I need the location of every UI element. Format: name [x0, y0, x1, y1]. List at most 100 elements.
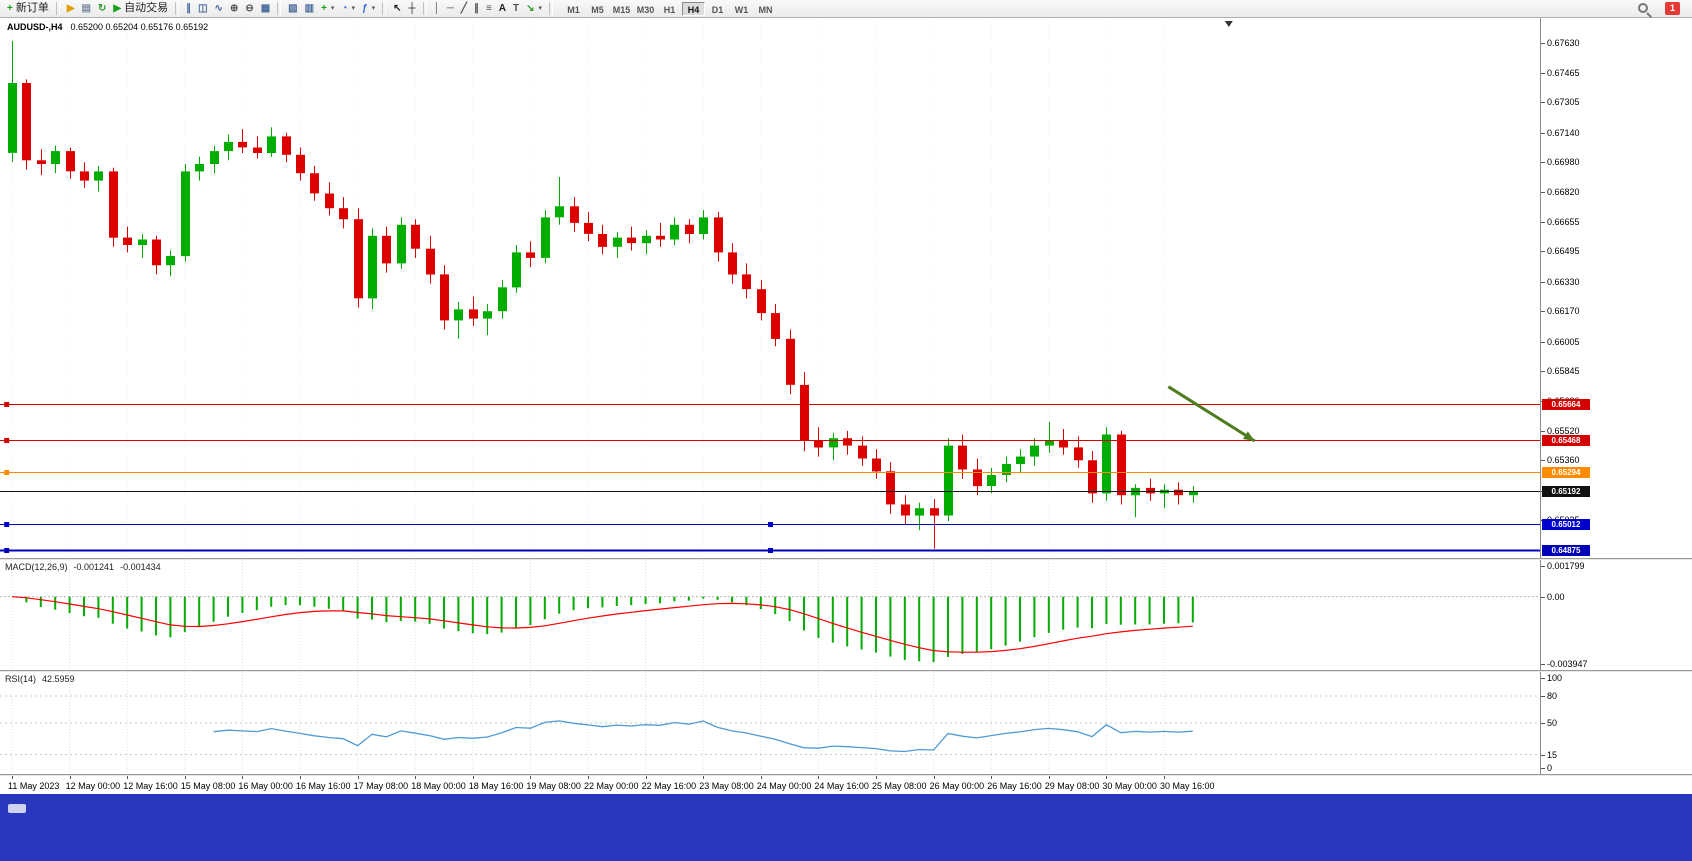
dropdown-arrow-icon: ▾	[538, 5, 543, 12]
time-axis-label: 25 May 08:00	[872, 781, 927, 791]
timeframe-W1[interactable]: W1	[734, 4, 749, 15]
rsi-canvas[interactable]	[0, 672, 1540, 774]
timeframe-H1[interactable]: H1	[663, 4, 676, 15]
macd-axis[interactable]: 0.001799 0.00 -0.003947	[1540, 560, 1692, 670]
line-handle[interactable]	[4, 548, 10, 553]
vertical-line-tool-icon[interactable]: │	[431, 1, 443, 16]
search-icon[interactable]	[1637, 2, 1651, 16]
horizontal-line-tool-icon[interactable]: ─	[444, 1, 457, 16]
line-handle[interactable]	[4, 522, 10, 527]
panel-divider[interactable]	[0, 558, 1692, 560]
chart-shift-icon[interactable]: ▥	[302, 1, 317, 16]
zoom-in-icon[interactable]: ⊕	[227, 1, 241, 16]
macd-canvas[interactable]	[0, 560, 1540, 670]
time-axis[interactable]: 11 May 2023 12 May 00:00 12 May 16:00 15 Ma…	[0, 776, 1540, 794]
channel-tool-icon[interactable]: ∥	[471, 1, 482, 16]
price-axis-label: 0.66820	[1547, 186, 1580, 197]
time-tick	[760, 776, 762, 779]
tile-windows-icon[interactable]: ▦	[258, 1, 273, 16]
line-chart-icon[interactable]: ∿	[212, 1, 226, 16]
macd-signal-line	[11, 596, 1193, 653]
bar-chart-icon[interactable]: ∥	[183, 1, 194, 16]
timeframe-clock-icon[interactable]: ◔ ▾	[338, 1, 358, 16]
vertical-line-tool-icon-glyph: │	[433, 2, 440, 14]
auto-trading-button[interactable]: ▶ 自动交易	[110, 1, 171, 16]
chart-shift-icon-glyph: ▥	[304, 2, 315, 14]
rsi-axis[interactable]: 100 80 50 15 0	[1540, 672, 1692, 774]
price-axis[interactable]: 0.67630 0.67465 0.67305 0.67140 0.66980 0.668…	[1540, 18, 1692, 558]
panel-divider[interactable]	[0, 774, 1692, 776]
timeframe-M30[interactable]: M30	[636, 4, 655, 15]
mailbox-icon-glyph: ▤	[81, 2, 91, 14]
horizontal-line-tool-icon-glyph: ─	[446, 2, 454, 14]
time-axis-label: 19 May 08:00	[526, 781, 581, 791]
candlestick-chart-icon-glyph: ◫	[198, 2, 208, 14]
rsi-tick	[1541, 723, 1545, 724]
label-tool-icon[interactable]: T	[510, 1, 522, 16]
toolbar-separator	[382, 2, 387, 15]
trendline-tool-icon[interactable]: ╱	[458, 1, 470, 16]
line-handle[interactable]	[4, 470, 10, 475]
time-axis-label: 26 May 00:00	[929, 781, 985, 791]
arrows-tool-icon[interactable]: ↘ ▾	[523, 1, 545, 16]
time-axis-label: 26 May 16:00	[987, 781, 1042, 791]
zoom-out-icon-glyph: ⊖	[245, 2, 254, 14]
notification-badge[interactable]: 1	[1665, 2, 1680, 15]
macd-value-2: -0.001434	[120, 562, 161, 572]
time-tick	[300, 776, 301, 779]
alert-horn-icon[interactable]: ▶	[64, 1, 78, 16]
dropdown-arrow-icon: ▾	[371, 5, 376, 12]
macd-tick	[1541, 664, 1545, 665]
new-chart-icon[interactable]: + ▾	[318, 1, 337, 16]
line-handle[interactable]	[768, 548, 773, 553]
arrow-annotation[interactable]	[1167, 385, 1257, 445]
channel-tool-icon-glyph: ∥	[473, 2, 479, 14]
rsi-name: RSI(14)	[5, 674, 37, 684]
line-handle[interactable]	[4, 438, 10, 443]
candlestick-chart-icon[interactable]: ◫	[195, 1, 210, 16]
time-tick	[1048, 776, 1050, 779]
time-tick	[588, 776, 589, 779]
time-axis-label: 15 May 08:00	[180, 781, 236, 791]
fibonacci-tool-icon[interactable]: ≡	[483, 1, 495, 16]
arrows-tool-icon-glyph: ↘	[526, 2, 535, 14]
charts-grid-icon[interactable]: ▧	[285, 1, 300, 16]
mailbox-icon[interactable]: ▤	[79, 1, 94, 16]
taskbar	[0, 794, 1692, 861]
price-tick	[1541, 311, 1545, 313]
crosshair-icon[interactable]: ┼	[405, 1, 418, 16]
line-handle[interactable]	[768, 522, 773, 527]
timeframe-M1[interactable]: M1	[567, 4, 580, 15]
zoom-out-icon[interactable]: ⊖	[242, 1, 256, 16]
timeframe-H4[interactable]: H4	[682, 1, 706, 16]
new-order-button[interactable]: + 新订单	[4, 1, 52, 16]
timeframe-MN[interactable]: MN	[758, 4, 773, 15]
price-tick	[1541, 72, 1545, 74]
timeframe-M5[interactable]: M5	[591, 4, 604, 15]
time-axis-label: 22 May 16:00	[641, 781, 697, 791]
refresh-icon[interactable]: ↻	[95, 1, 109, 16]
time-tick	[1106, 776, 1108, 779]
price-axis-label: 0.66655	[1547, 216, 1580, 227]
line-handle[interactable]	[4, 402, 10, 407]
price-tag: 0.64875	[1542, 545, 1590, 556]
rsi-tick	[1541, 678, 1545, 679]
chart-window: AUDUSD-,H4 0.65200 0.65204 0.65176 0.651…	[0, 18, 1692, 794]
time-axis-label: 22 May 00:00	[584, 781, 639, 791]
timeframe-D1[interactable]: D1	[711, 4, 724, 15]
taskbar-item[interactable]	[8, 804, 26, 813]
price-axis-label: 0.66495	[1547, 246, 1580, 257]
text-tool-icon[interactable]: A	[496, 1, 509, 16]
panel-divider[interactable]	[0, 670, 1692, 672]
time-axis-label: 16 May 00:00	[238, 781, 293, 791]
cursor-icon[interactable]: ↖	[390, 1, 404, 16]
timeframe-M15[interactable]: M15	[612, 4, 631, 15]
indicators-icon[interactable]: ƒ ▾	[359, 1, 378, 16]
line-chart-icon-glyph: ∿	[214, 2, 223, 14]
macd-histogram	[25, 596, 1194, 663]
price-tick	[1541, 221, 1545, 223]
main-chart-canvas[interactable]	[0, 18, 1540, 558]
refresh-icon-glyph: ↻	[98, 2, 107, 14]
rsi-axis-label: 80	[1547, 691, 1558, 701]
